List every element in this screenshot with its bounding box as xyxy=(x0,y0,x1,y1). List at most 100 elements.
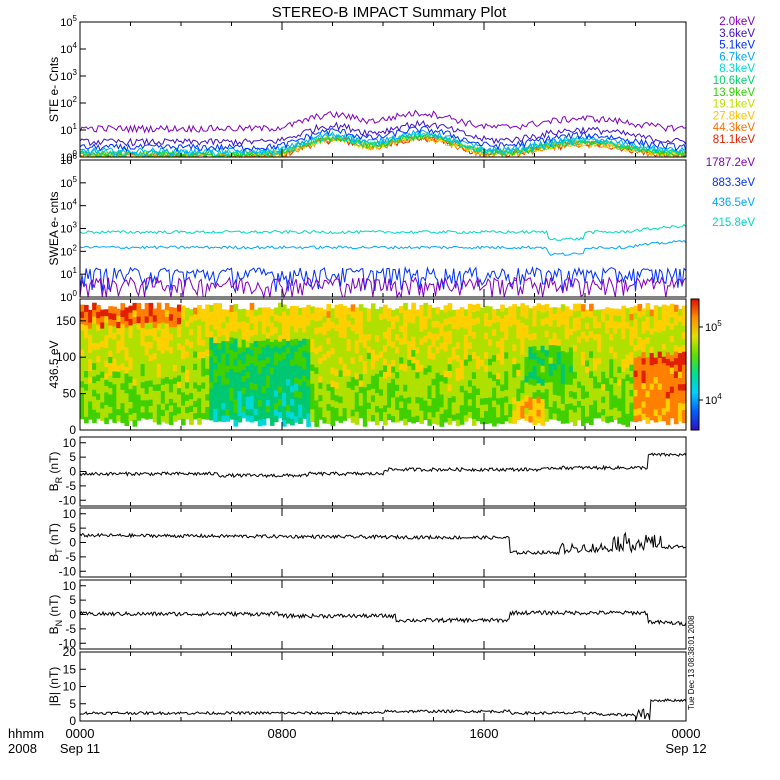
heatmap-cell xyxy=(358,367,364,375)
heatmap-cell xyxy=(552,307,558,315)
x-tick-label-hhmm: 0000 xyxy=(672,726,701,741)
heatmap-cell xyxy=(302,393,307,401)
heatmap-cell xyxy=(84,350,89,358)
heatmap-cell xyxy=(605,352,610,360)
heatmap-cell xyxy=(273,396,279,404)
heatmap-cell xyxy=(140,381,146,389)
heatmap-cell xyxy=(467,398,473,406)
heatmap-cell xyxy=(168,320,174,328)
heatmap-cell xyxy=(318,400,323,408)
heatmap-cell xyxy=(657,357,663,365)
heatmap-cell xyxy=(617,340,622,348)
heatmap-cell xyxy=(625,341,631,349)
heatmap-cell xyxy=(403,411,408,419)
heatmap-cell xyxy=(322,416,328,424)
heatmap-cell xyxy=(108,412,113,420)
heatmap-cell xyxy=(475,355,481,363)
heatmap-cell xyxy=(435,372,441,380)
heatmap-cell xyxy=(681,396,687,404)
heatmap-cell xyxy=(431,307,437,315)
heatmap-cell xyxy=(512,343,517,352)
heatmap-cell xyxy=(585,372,590,380)
heatmap-cell xyxy=(496,404,501,411)
y-tick-exponent: 4 xyxy=(73,198,78,207)
heatmap-cell xyxy=(645,363,651,371)
heatmap-cell xyxy=(225,353,231,360)
heatmap-cell xyxy=(136,387,142,395)
y-tick-label: 5 xyxy=(69,450,76,464)
heatmap-cell xyxy=(168,391,174,399)
series-line-3.6keV xyxy=(79,119,687,147)
heatmap-cell xyxy=(265,344,271,351)
heatmap-cell xyxy=(104,353,109,361)
heatmap-cell xyxy=(576,361,582,369)
heatmap-cell xyxy=(120,309,126,317)
heatmap-cell xyxy=(261,385,267,393)
heatmap-cell xyxy=(330,353,336,362)
heatmap-cell xyxy=(387,332,392,340)
heatmap-cell xyxy=(217,303,222,311)
heatmap-cell xyxy=(593,351,598,359)
heatmap-cell xyxy=(257,314,263,322)
heatmap-cell xyxy=(633,415,639,423)
heatmap-cell xyxy=(411,382,416,391)
heatmap-cell xyxy=(403,309,408,318)
heatmap-cell xyxy=(225,402,231,410)
heatmap-cell xyxy=(580,385,586,393)
heatmap-cell xyxy=(597,411,602,419)
heatmap-cell xyxy=(641,388,647,396)
heatmap-cell xyxy=(665,404,671,412)
heatmap-cell xyxy=(346,344,352,352)
heatmap-cell xyxy=(108,343,113,351)
generation-timestamp: Tue Dec 13 08:38:01 2008 xyxy=(687,615,696,710)
heatmap-cell xyxy=(383,404,388,413)
heatmap-cell xyxy=(144,380,150,388)
heatmap-cell xyxy=(520,366,525,374)
heatmap-cell xyxy=(552,325,558,333)
heatmap-cell xyxy=(439,361,445,369)
heatmap-cell xyxy=(156,397,162,405)
heatmap-cell xyxy=(625,413,631,421)
heatmap-cell xyxy=(443,344,449,352)
heatmap-cell xyxy=(108,393,113,401)
heatmap-cell xyxy=(302,338,307,345)
heatmap-cell xyxy=(536,362,542,371)
heatmap-cell xyxy=(318,338,323,346)
heatmap-cell xyxy=(512,390,517,398)
heatmap-cell xyxy=(221,359,227,366)
heatmap-cell xyxy=(540,405,546,413)
heatmap-cell xyxy=(435,385,441,393)
heatmap-cell xyxy=(217,329,222,337)
heatmap-cell xyxy=(552,412,558,420)
heatmap-cell xyxy=(172,376,178,384)
y-tick-label: 10 xyxy=(63,436,77,450)
heatmap-cell xyxy=(205,355,210,363)
legend-entry-2.0keV: 2.0keV xyxy=(719,16,755,28)
heatmap-cell xyxy=(160,396,166,404)
heatmap-cell xyxy=(572,411,578,420)
heatmap-cell xyxy=(140,309,146,316)
footer-hhmm-label: hhmm xyxy=(8,726,44,741)
heatmap-cell xyxy=(617,353,622,361)
heatmap-cell xyxy=(621,338,626,346)
heatmap-cell xyxy=(88,346,93,353)
heatmap-cell xyxy=(637,329,643,337)
heatmap-cell xyxy=(298,410,303,418)
heatmap-cell xyxy=(657,344,663,352)
heatmap-cell xyxy=(572,371,578,379)
heatmap-cell xyxy=(144,328,150,336)
y-tick-label: 5 xyxy=(69,521,76,535)
heatmap-cell xyxy=(427,331,433,339)
legend-entry-8.3keV: 8.3keV xyxy=(719,63,755,75)
heatmap-cell xyxy=(548,356,554,364)
heatmap-cell xyxy=(661,375,667,383)
heatmap-cell xyxy=(443,395,449,404)
heatmap-cell xyxy=(665,358,671,366)
heatmap-cell xyxy=(253,414,259,422)
heatmap-cell xyxy=(314,327,319,335)
heatmap-cell xyxy=(609,383,614,391)
heatmap-cell xyxy=(593,333,598,341)
heatmap-cell xyxy=(395,333,400,341)
heatmap-cell xyxy=(484,397,489,405)
heatmap-cell xyxy=(108,350,113,357)
